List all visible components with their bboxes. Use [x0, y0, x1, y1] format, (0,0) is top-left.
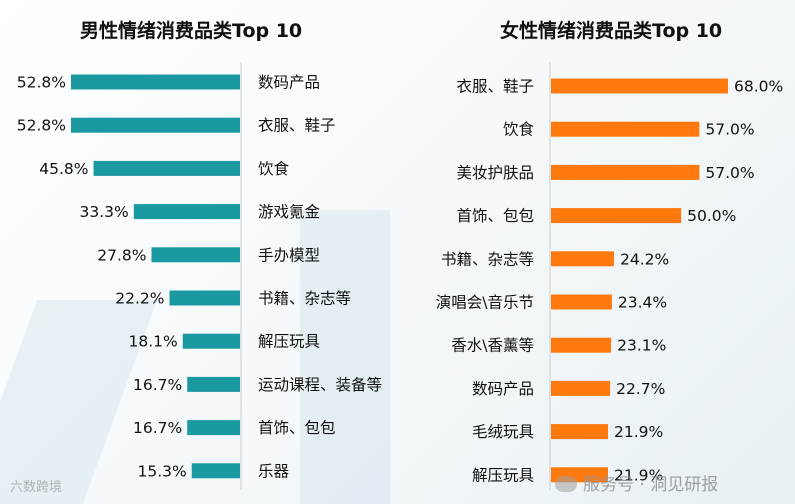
male-category-label: 数码产品 [258, 74, 320, 92]
male-category-label: 饮食 [258, 160, 290, 178]
female-bar [551, 164, 700, 180]
female-value-label: 50.0% [687, 207, 736, 225]
male-bar [187, 376, 240, 392]
male-category-label: 运动课程、装备等 [258, 376, 382, 394]
male-bar [71, 74, 240, 90]
female-bar [551, 337, 612, 353]
female-category-label: 书籍、杂志等 [441, 250, 534, 268]
male-chart-title: 男性情绪消费品类Top 10 [80, 20, 303, 42]
wechat-icon [555, 476, 577, 492]
male-category-label: 首饰、包包 [258, 419, 336, 437]
female-value-label: 68.0% [734, 78, 783, 96]
female-bar [551, 294, 612, 310]
female-category-label: 解压玩具 [472, 466, 534, 484]
male-category-label: 乐器 [258, 462, 290, 480]
male-chart-panel: 男性情绪消费品类Top 10 52.8% 数码产品 52.8% 衣服、鞋子 45.8% 饮… [0, 0, 397, 504]
female-category-label: 美妆护肤品 [456, 164, 534, 182]
male-value-label: 52.8% [17, 117, 66, 135]
female-category-label: 衣服、鞋子 [456, 78, 534, 96]
male-value-label: 18.1% [128, 333, 177, 351]
background-shape [300, 210, 390, 504]
female-chart-panel: 女性情绪消费品类Top 10 68.0% 衣服、鞋子 57.0% 饮食 57.0% 美妆护… [397, 0, 794, 504]
female-category-label: 数码产品 [472, 380, 534, 398]
female-value-label: 22.7% [616, 380, 665, 398]
female-bar-chart: 68.0% 衣服、鞋子 57.0% 饮食 57.0% 美妆护肤品 50.0% 首饰、包包 24.… [436, 62, 783, 490]
male-value-label: 52.8% [17, 74, 66, 92]
female-chart-title: 女性情绪消费品类Top 10 [500, 20, 723, 42]
female-category-label: 首饰、包包 [456, 207, 534, 225]
female-bar [551, 208, 682, 224]
male-category-label: 衣服、鞋子 [258, 117, 336, 135]
female-bar [551, 78, 728, 94]
male-bar [133, 204, 240, 220]
watermark-right-text: 服务号 · 洞见研报 [583, 475, 719, 495]
male-value-label: 16.7% [133, 419, 182, 437]
female-value-label: 23.1% [617, 337, 666, 355]
male-bar [191, 463, 240, 479]
male-value-label: 27.8% [97, 246, 146, 264]
female-category-label: 香水\香薰等 [451, 337, 534, 355]
male-bar-chart: 52.8% 数码产品 52.8% 衣服、鞋子 45.8% 饮食 33.3% 游戏氪金 27.8%… [17, 62, 382, 490]
male-bar [169, 290, 240, 306]
female-value-label: 21.9% [614, 466, 663, 484]
female-category-label: 演唱会\音乐节 [436, 294, 534, 312]
watermark-left: 六数跨境 [10, 476, 62, 495]
female-category-label: 毛绒玩具 [472, 423, 534, 441]
male-value-label: 45.8% [39, 160, 88, 178]
male-bar [182, 333, 240, 349]
male-category-label: 手办模型 [258, 246, 320, 264]
male-bar [187, 420, 240, 436]
male-category-label: 游戏氪金 [258, 203, 321, 221]
male-value-label: 16.7% [133, 376, 182, 394]
female-bar [551, 424, 609, 440]
male-bar [151, 247, 240, 263]
watermark-left-text: 六数跨境 [10, 480, 63, 495]
male-value-label: 22.2% [115, 290, 164, 308]
female-bar [551, 251, 614, 267]
male-bar [93, 160, 241, 176]
watermark-right: 服务号 · 洞见研报 [555, 470, 718, 495]
female-category-label: 饮食 [503, 121, 535, 139]
female-value-label: 57.0% [705, 121, 754, 139]
male-category-label: 书籍、杂志等 [258, 290, 351, 308]
female-value-label: 21.9% [614, 423, 663, 441]
female-value-label: 57.0% [705, 164, 754, 182]
female-bar [551, 121, 700, 137]
female-bar [551, 380, 611, 396]
male-value-label: 15.3% [137, 462, 186, 480]
female-value-label: 24.2% [620, 250, 669, 268]
female-value-label: 23.4% [618, 294, 667, 312]
male-category-label: 解压玩具 [258, 333, 320, 351]
male-bar [71, 117, 240, 133]
male-value-label: 33.3% [80, 203, 129, 221]
